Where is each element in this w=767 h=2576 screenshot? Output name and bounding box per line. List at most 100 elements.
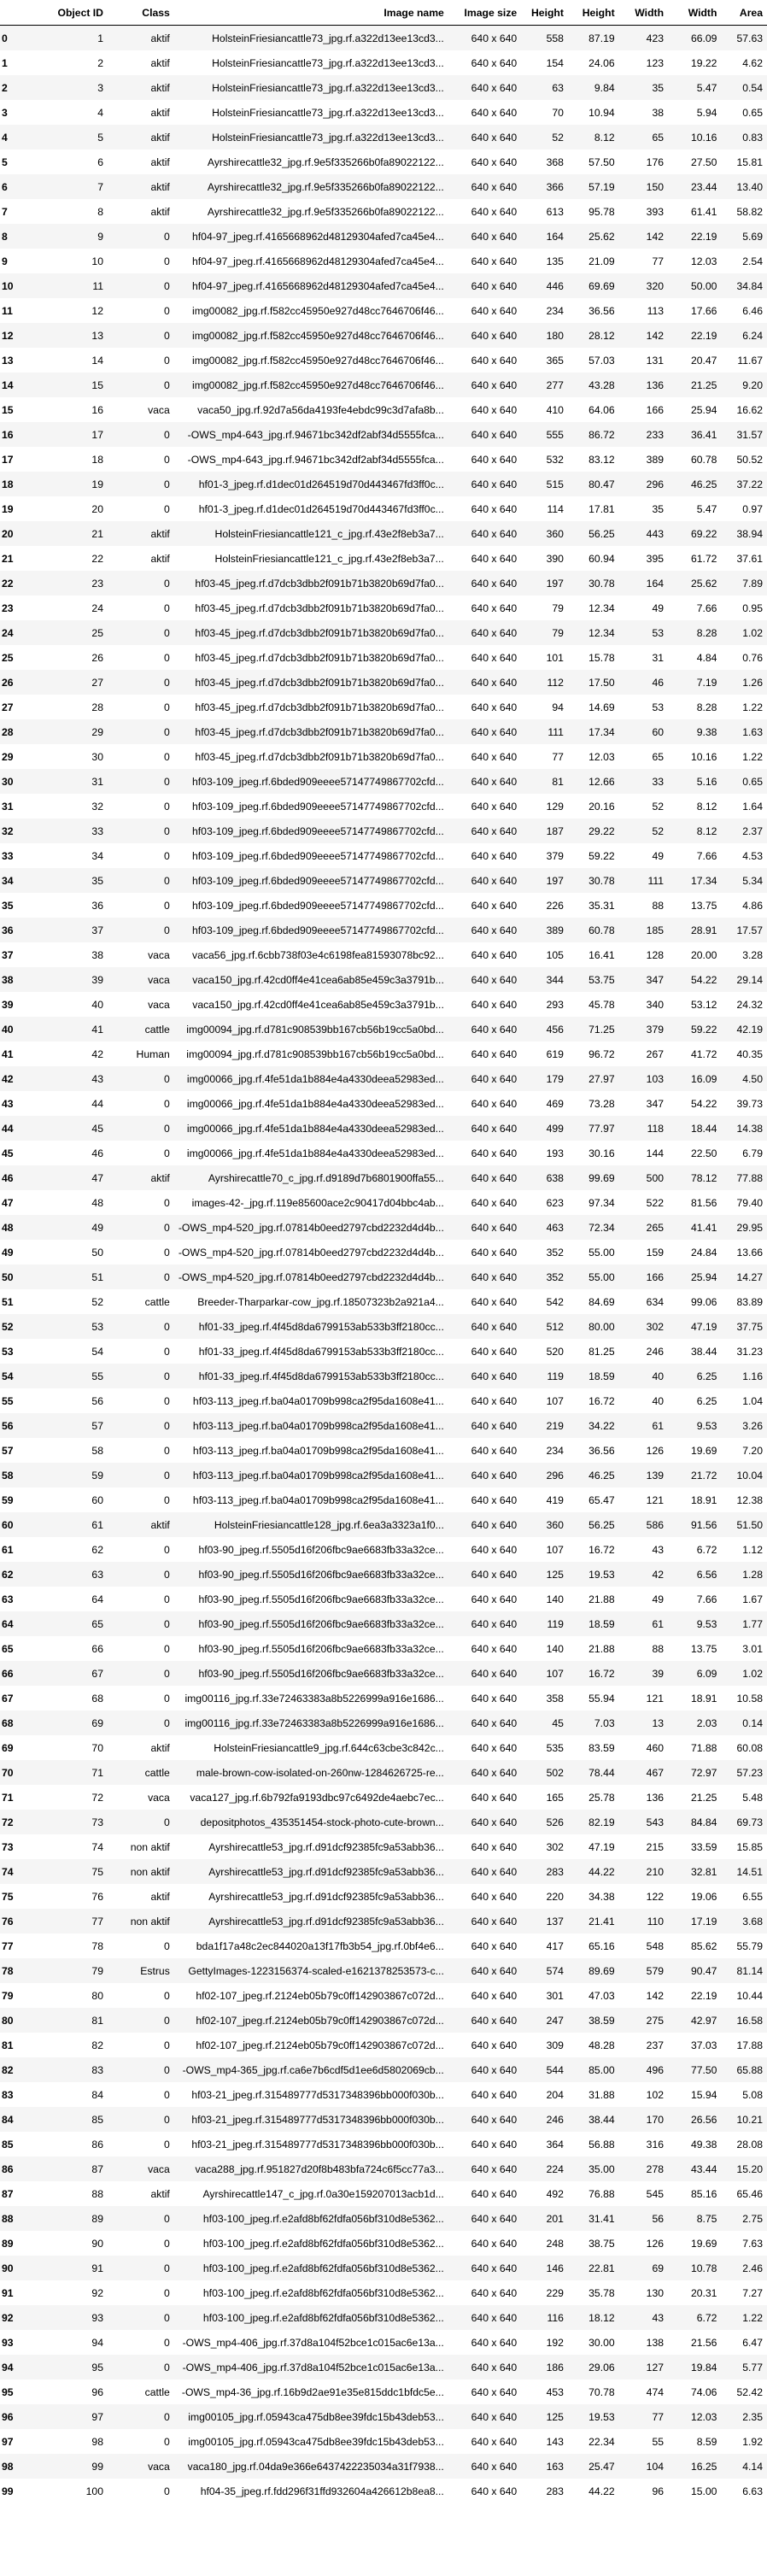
table-cell: 8.59 (696, 2435, 717, 2448)
table-cell: vaca (148, 2460, 170, 2473)
table-row: 59 60 0 hf03-113_jpeg.rf.ba04a01709b998ca2f… (0, 1488, 767, 1512)
table-row: 27 28 0 hf03-45_jpeg.rf.d7dcb3dbb2f091b71b3… (0, 695, 767, 719)
table-cell: 91 (91, 2262, 103, 2274)
table-cell: 640 x 640 (471, 899, 518, 912)
table-row: 69 70 aktif HolsteinFriesiancattle9_jpg.rf.… (0, 1735, 767, 1760)
table-cell: 4.14 (742, 2460, 763, 2473)
table-row: 3 4 aktif HolsteinFriesiancattle73_jpg.rf.a… (0, 100, 767, 125)
table-cell: 46.25 (588, 1469, 615, 1482)
table-cell: 640 x 640 (471, 998, 518, 1011)
column-header: Image name (173, 0, 448, 26)
table-cell: 60.78 (690, 453, 717, 466)
table-cell: 79.40 (736, 1196, 764, 1209)
table-cell: 204 (546, 2088, 564, 2101)
table-cell: Ayrshirecattle53_jpg.rf.d91dcf92385fc9a5… (208, 1865, 444, 1878)
table-cell: 85.62 (690, 1939, 717, 1952)
table-cell: 640 x 640 (471, 378, 518, 391)
table-row: 34 35 0 hf03-109_jpeg.rf.6bded909eeee571477… (0, 868, 767, 893)
table-cell: hf03-45_jpeg.rf.d7dcb3dbb2f091b71b3820b6… (195, 725, 444, 738)
table-cell: male-brown-cow-isolated-on-260nw-1284626… (196, 1766, 444, 1779)
row-index: 9 (2, 255, 8, 267)
table-cell: 20.47 (690, 354, 717, 367)
table-cell: 0 (164, 304, 170, 317)
table-cell: 111 (547, 725, 564, 738)
table-cell: 61 (91, 1518, 103, 1531)
table-cell: 640 x 640 (471, 2435, 518, 2448)
table-cell: hf01-33_jpeg.rf.4f45d8da6799153ab533b3ff… (198, 1370, 444, 1382)
table-cell: 163 (546, 2460, 564, 2473)
table-cell: 16.72 (588, 1667, 615, 1680)
table-cell: 277 (546, 378, 564, 391)
table-cell: 82.19 (588, 1816, 615, 1828)
table-cell: 10.58 (736, 1692, 764, 1705)
row-index: 60 (2, 1518, 14, 1531)
table-cell: 623 (546, 1196, 564, 1209)
table-cell: 532 (546, 453, 564, 466)
table-cell: 57 (91, 1419, 103, 1432)
table-cell: 37.03 (690, 2039, 717, 2051)
table-cell: 28.12 (588, 329, 615, 342)
table-cell: 410 (546, 403, 564, 416)
table-cell: 640 x 640 (471, 849, 518, 862)
table-cell: 90 (91, 2237, 103, 2250)
row-index: 73 (2, 1840, 14, 1853)
row-index: 17 (2, 453, 14, 466)
table-cell: 43 (652, 1543, 665, 1556)
table-row: 78 79 Estrus GettyImages-1223156374-scaled-… (0, 1958, 767, 1983)
table-cell: 77 (91, 1915, 103, 1928)
table-cell: Ayrshirecattle53_jpg.rf.d91dcf92385fc9a5… (208, 1890, 444, 1903)
row-index: 2 (2, 81, 8, 94)
table-cell: 15.00 (690, 2485, 717, 2497)
row-index: 19 (2, 502, 14, 515)
table-cell: 69.69 (588, 279, 615, 292)
table-cell: 474 (646, 2385, 665, 2398)
table-cell: 31 (91, 775, 103, 788)
table-cell: 543 (646, 1816, 665, 1828)
table-cell: 0 (164, 1122, 170, 1135)
table-cell: 640 x 640 (471, 279, 518, 292)
table-cell: 89.69 (588, 1964, 615, 1977)
table-cell: 7.20 (742, 1444, 763, 1457)
table-cell: hf03-113_jpeg.rf.ba04a01709b998ca2f95da1… (192, 1419, 444, 1432)
table-cell: 0 (164, 279, 170, 292)
table-cell: 9.53 (696, 1617, 717, 1630)
table-cell: hf01-33_jpeg.rf.4f45d8da6799153ab533b3ff… (198, 1320, 444, 1333)
table-cell: 13.75 (690, 899, 717, 912)
table-cell: non aktif (130, 1840, 170, 1853)
table-cell: 0 (164, 2361, 170, 2374)
table-header: Object ID Class Image name Image size Height… (0, 0, 767, 26)
table-row: 75 76 aktif Ayrshirecattle53_jpg.rf.d91dcf9… (0, 1884, 767, 1909)
table-cell: 0 (164, 1246, 170, 1259)
table-cell: hf04-97_jpeg.rf.4165668962d48129304afed7… (192, 255, 444, 267)
table-cell: 7.66 (696, 1593, 717, 1605)
table-cell: 36 (91, 899, 103, 912)
table-cell: vaca (148, 998, 170, 1011)
table-cell: 53 (91, 1320, 103, 1333)
table-cell: 21 (91, 527, 103, 540)
table-cell: 0 (164, 924, 170, 936)
table-cell: 39.73 (736, 1097, 764, 1110)
table-cell: -OWS_mp4-365_jpg.rf.ca6e7b6cdf5d1ee6d580… (182, 2063, 444, 2076)
table-cell: 26 (91, 651, 103, 664)
table-cell: 0 (164, 1394, 170, 1407)
row-index: 58 (2, 1469, 14, 1482)
column-header: Image size (448, 0, 522, 26)
table-cell: 22.19 (690, 329, 717, 342)
table-row: 37 38 vaca vaca56_jpg.rf.6cbb738f03e4c6198f… (0, 942, 767, 967)
table-cell: 24 (91, 601, 103, 614)
table-cell: 340 (646, 998, 665, 1011)
table-cell: 78 (91, 1939, 103, 1952)
row-index: 11 (2, 304, 13, 317)
table-cell: hf03-45_jpeg.rf.d7dcb3dbb2f091b71b3820b6… (195, 676, 444, 689)
table-cell: 142 (646, 329, 665, 342)
table-cell: 6.79 (742, 1147, 763, 1159)
table-cell: 29.95 (736, 1221, 764, 1234)
table-cell: aktif (150, 552, 170, 565)
table-cell: 84.84 (690, 1816, 717, 1828)
table-cell: 27 (91, 676, 103, 689)
table-cell: 0 (164, 2237, 170, 2250)
table-cell: 10.16 (690, 131, 717, 144)
table-cell: 640 x 640 (471, 1741, 518, 1754)
table-cell: non aktif (130, 1865, 170, 1878)
table-row: 77 78 0 bda1f17a48c2ec844020a13f17fb3b54_jp… (0, 1933, 767, 1958)
